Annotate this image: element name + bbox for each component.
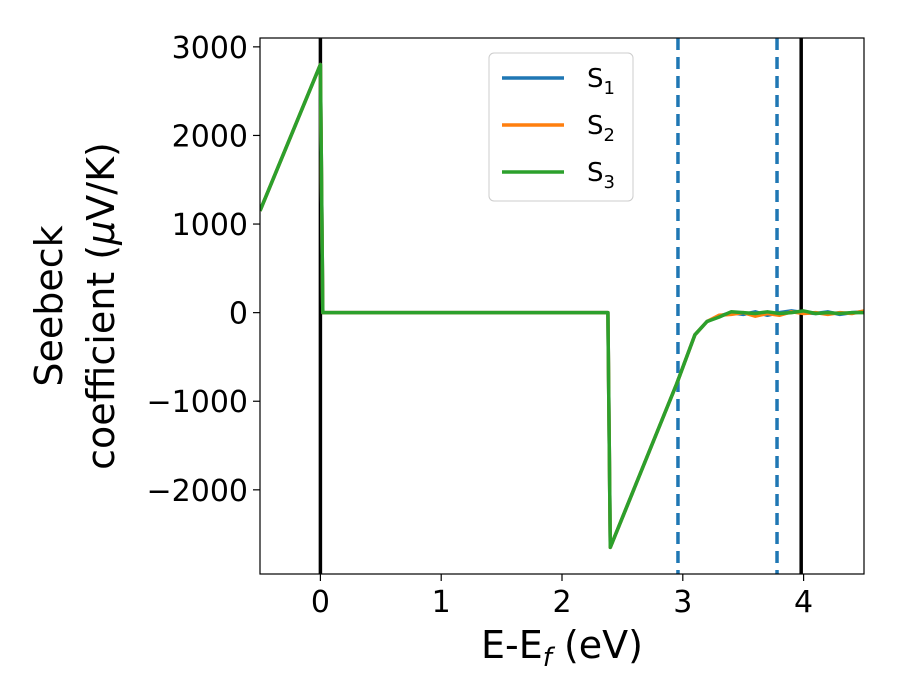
y-tick-label: −2000 bbox=[147, 474, 248, 509]
x-axis-ticks: 0 1 2 3 4 bbox=[311, 574, 813, 620]
x-tick-label: 1 bbox=[432, 585, 451, 620]
legend: S1 S2 S3 bbox=[488, 52, 634, 202]
svg-text:coefficient (μV/K): coefficient (μV/K) bbox=[79, 142, 123, 470]
y-tick-label: 2000 bbox=[172, 119, 248, 154]
y-tick-label: −1000 bbox=[147, 385, 248, 420]
legend-label-s3: S3 bbox=[587, 158, 615, 193]
x-tick-label: 4 bbox=[794, 585, 813, 620]
legend-box bbox=[488, 52, 634, 202]
x-tick-label: 3 bbox=[673, 585, 692, 620]
plot-area bbox=[260, 38, 864, 574]
svg-text:Seebeck: Seebeck bbox=[27, 225, 71, 386]
series-lines bbox=[260, 62, 864, 550]
series-line-s3 bbox=[260, 62, 864, 550]
y-tick-label: 0 bbox=[229, 297, 248, 332]
y-tick-label: 1000 bbox=[172, 208, 248, 243]
legend-label-s2: S2 bbox=[587, 111, 615, 146]
x-tick-label: 2 bbox=[552, 585, 571, 620]
y-tick-label: 3000 bbox=[172, 31, 248, 66]
x-tick-label: 0 bbox=[311, 585, 330, 620]
x-axis-label: E-Ef (eV) bbox=[481, 623, 643, 673]
legend-label-s1: S1 bbox=[587, 64, 615, 99]
y-axis-label: Seebeck coefficient (μV/K) bbox=[27, 142, 123, 470]
y-axis-ticks: 3000 2000 1000 0 −1000 −2000 bbox=[147, 31, 260, 509]
